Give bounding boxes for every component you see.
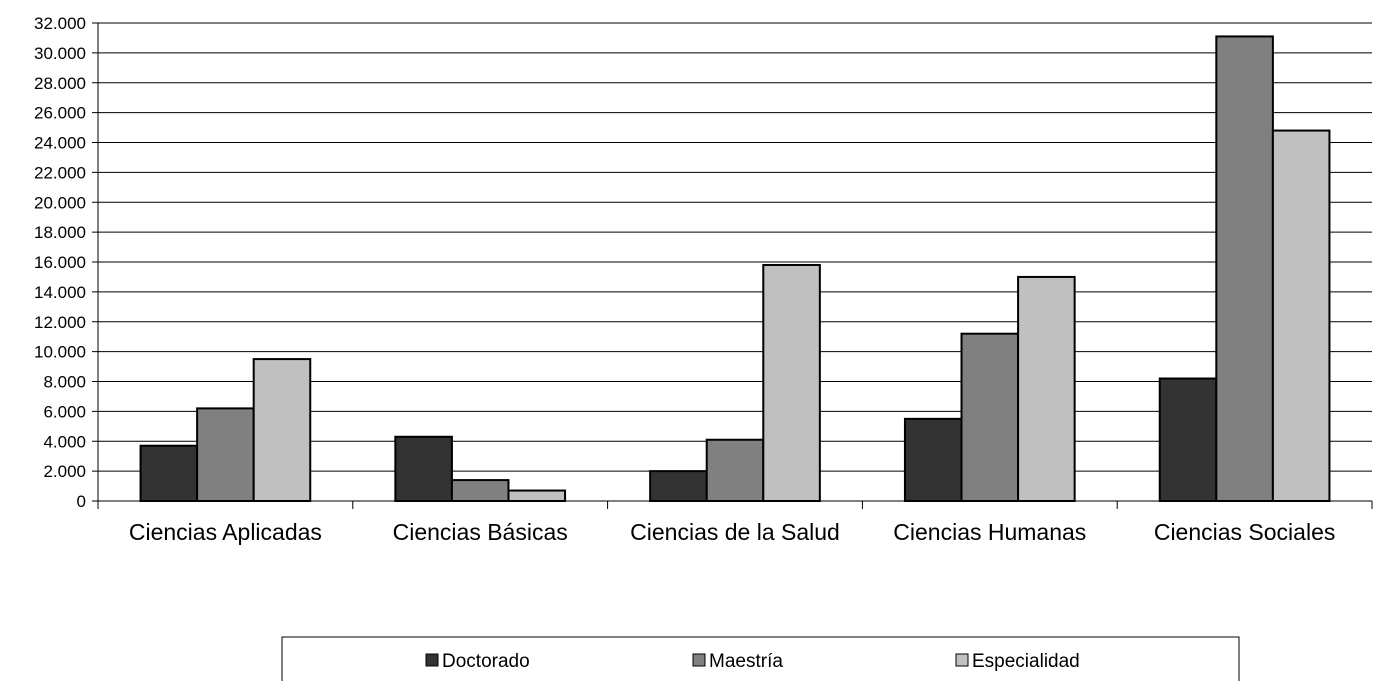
legend: Doctorado Maestría Especialidad — [281, 636, 1240, 681]
legend-label: Especialidad — [972, 651, 1080, 672]
category-label: Ciencias Aplicadas — [129, 519, 322, 545]
y-tick-label: 24.000 — [34, 134, 86, 153]
bar-maestra-4 — [960, 332, 1020, 503]
category-label: Ciencias Sociales — [1154, 519, 1336, 545]
legend-label: Maestría — [709, 651, 783, 672]
legend-swatch — [955, 653, 969, 667]
legend-swatch — [692, 653, 706, 667]
bar-maestra-5 — [1215, 35, 1274, 502]
y-tick-label: 2.000 — [43, 462, 86, 481]
y-tick-label: 16.000 — [34, 253, 86, 272]
bar-maestra-3 — [705, 438, 765, 503]
y-tick-label: 28.000 — [34, 74, 86, 93]
bar-maestra-1 — [196, 407, 255, 503]
bar-doctorado-3 — [649, 470, 708, 502]
bar-especialidad-1 — [252, 358, 312, 502]
y-tick-label: 14.000 — [34, 283, 86, 302]
category-label: Ciencias Básicas — [393, 519, 568, 545]
y-tick-label: 26.000 — [34, 104, 86, 123]
category-labels: Ciencias Aplicadas Ciencias Básicas Cienci… — [129, 519, 1335, 545]
bar-especialidad-3 — [762, 263, 821, 502]
bar-doctorado-5 — [1158, 377, 1218, 503]
bar-especialidad-4 — [1017, 275, 1076, 502]
bar-especialidad-5 — [1271, 129, 1331, 503]
category-label: Ciencias Humanas — [893, 519, 1086, 545]
y-tick-labels: 0 2.000 4.000 6.000 8.000 10.000 12.000 14.000 1… — [34, 14, 86, 511]
category-label: Ciencias de la Salud — [630, 519, 840, 545]
bar-doctorado-1 — [139, 444, 199, 503]
y-tick-label: 20.000 — [34, 193, 86, 212]
y-tick-label: 30.000 — [34, 44, 86, 63]
bar-maestra-2 — [450, 479, 510, 502]
bar-doctorado-2 — [394, 435, 453, 502]
bar-especialidad-2 — [507, 489, 567, 503]
y-tick-label: 18.000 — [34, 223, 86, 242]
y-tick-label: 10.000 — [34, 343, 86, 362]
bars — [139, 35, 1331, 503]
y-tick-label: 12.000 — [34, 313, 86, 332]
y-tick-label: 0 — [77, 492, 86, 511]
legend-label: Doctorado — [442, 651, 530, 672]
bar-doctorado-4 — [903, 417, 963, 502]
y-tick-label: 22.000 — [34, 163, 86, 182]
y-tick-label: 4.000 — [43, 432, 86, 451]
gridlines — [98, 22, 1372, 472]
y-tick-label: 8.000 — [43, 373, 86, 392]
y-tick-label: 6.000 — [43, 402, 86, 421]
legend-swatch — [425, 653, 439, 667]
legend-box — [281, 636, 1240, 681]
y-tick-label: 32.000 — [34, 14, 86, 33]
